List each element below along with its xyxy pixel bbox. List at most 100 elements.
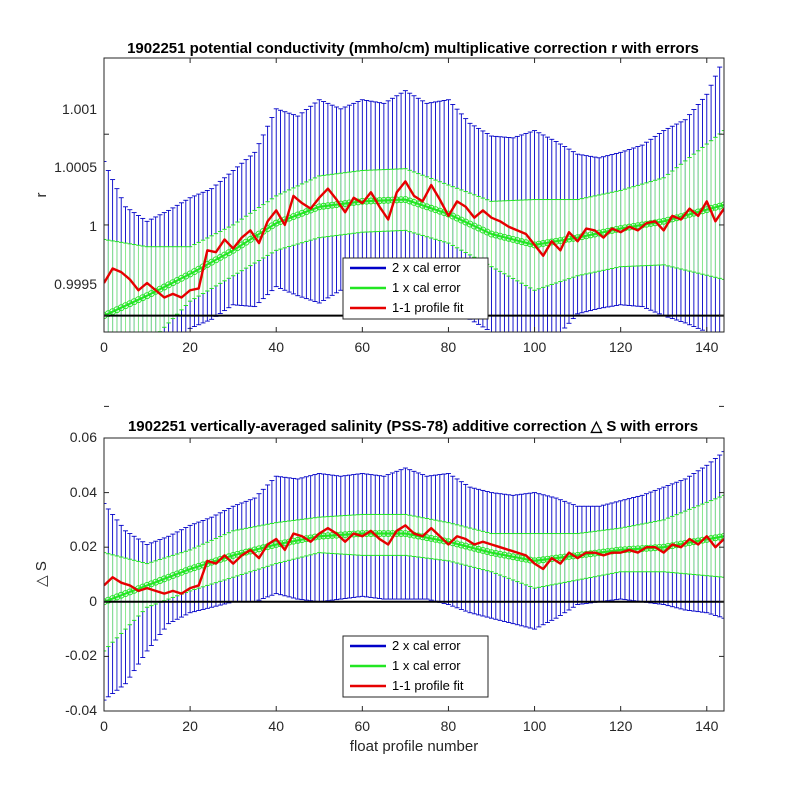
data-point-1x-cal xyxy=(324,532,332,540)
chart-title: 1902251 vertically-averaged salinity (PS… xyxy=(128,418,698,435)
data-point-1x-cal xyxy=(681,539,689,547)
data-point-1x-cal xyxy=(216,556,224,563)
data-point-1x-cal xyxy=(513,237,521,244)
data-point-1x-cal xyxy=(298,209,306,217)
data-point-1x-cal xyxy=(147,290,155,297)
data-point-1x-cal xyxy=(397,530,405,537)
data-point-1x-cal xyxy=(384,530,392,537)
data-point-1x-cal xyxy=(117,591,125,599)
data-point-1x-cal xyxy=(457,216,465,224)
data-point-1x-cal xyxy=(699,536,706,544)
data-point-1x-cal xyxy=(423,203,431,211)
legend-entry: 1-1 profile fit xyxy=(392,678,464,693)
data-point-1x-cal xyxy=(427,204,435,212)
data-point-1x-cal xyxy=(169,279,177,287)
data-point-1x-cal xyxy=(173,277,181,284)
data-point-1x-cal xyxy=(548,238,556,246)
data-point-1x-cal xyxy=(341,200,349,207)
data-point-1x-cal xyxy=(483,228,491,236)
x-tick-label: 80 xyxy=(441,339,457,355)
data-point-1x-cal xyxy=(302,208,310,216)
data-point-1x-cal xyxy=(147,580,155,588)
data-point-1x-cal xyxy=(440,537,448,545)
x-axis: 0 20 40 60 80 100 120 140 xyxy=(100,718,719,734)
plot-clip-group xyxy=(104,451,724,701)
data-point-1x-cal xyxy=(134,296,142,304)
data-point-1x-cal xyxy=(289,213,297,221)
x-tick-label: 20 xyxy=(182,718,198,734)
data-point-1x-cal xyxy=(328,532,336,539)
data-point-1x-cal xyxy=(341,531,349,539)
data-point-1x-cal xyxy=(453,540,461,548)
data-point-1x-cal xyxy=(160,283,168,291)
data-point-1x-cal xyxy=(526,556,534,564)
data-point-1x-cal xyxy=(376,530,384,537)
x-tick-label: 120 xyxy=(609,339,633,355)
x-tick-label: 60 xyxy=(355,718,371,734)
x-tick-label: 20 xyxy=(182,339,198,355)
data-point-1x-cal xyxy=(113,306,121,314)
x-tick-label: 80 xyxy=(441,718,457,734)
data-point-1x-cal xyxy=(178,568,185,576)
data-point-1x-cal xyxy=(367,197,375,205)
data-point-1x-cal xyxy=(380,196,388,204)
legend: 2 x cal error 1 x cal error 1-1 profile … xyxy=(342,635,489,698)
data-point-1x-cal xyxy=(479,226,487,234)
data-point-1x-cal xyxy=(397,196,405,204)
data-point-1x-cal xyxy=(143,292,151,300)
data-point-1x-cal xyxy=(423,534,431,542)
data-point-1x-cal xyxy=(195,562,203,570)
y-tick-label: 1.001 xyxy=(62,101,97,117)
data-point-1x-cal xyxy=(122,590,129,598)
data-point-1x-cal xyxy=(556,237,564,244)
plot-area xyxy=(103,437,724,712)
data-point-1x-cal xyxy=(479,547,487,554)
y-tick-label: 1.0005 xyxy=(54,159,97,175)
data-point-1x-cal xyxy=(720,532,724,540)
data-point-1x-cal xyxy=(475,545,483,553)
y-tick-label: 0.06 xyxy=(70,429,97,445)
data-point-1x-cal xyxy=(126,300,134,308)
legend-entry: 1-1 profile fit xyxy=(392,300,464,315)
data-point-1x-cal xyxy=(608,547,616,555)
data-point-1x-cal xyxy=(720,201,724,209)
data-point-1x-cal xyxy=(182,567,190,575)
panel-conductivity: 1902251 potential conductivity (mmho/cm)… xyxy=(33,40,725,407)
data-point-1x-cal xyxy=(156,285,164,293)
data-point-1x-cal xyxy=(126,588,134,596)
data-point-1x-cal xyxy=(496,550,504,558)
y-tick-label: 0 xyxy=(89,593,97,609)
data-point-1x-cal xyxy=(505,552,513,560)
x-tick-label: 40 xyxy=(268,339,284,355)
data-point-1x-cal xyxy=(384,196,392,204)
data-point-1x-cal xyxy=(475,224,483,232)
data-point-1x-cal xyxy=(436,207,444,215)
data-point-1x-cal xyxy=(363,530,371,537)
data-point-1x-cal xyxy=(470,222,478,230)
data-point-1x-cal xyxy=(104,310,112,318)
data-point-1x-cal xyxy=(320,532,328,540)
data-point-1x-cal xyxy=(414,200,422,208)
y-tick-label: 1 xyxy=(89,218,97,234)
x-axis: 0 20 40 60 80 100 120 140 xyxy=(100,339,719,355)
data-point-1x-cal xyxy=(294,211,302,219)
data-point-1x-cal xyxy=(587,231,594,239)
data-point-1x-cal xyxy=(492,231,500,239)
y-tick-label: -0.02 xyxy=(65,647,97,663)
data-point-1x-cal xyxy=(320,202,328,210)
data-point-1x-cal xyxy=(690,538,698,546)
data-point-1x-cal xyxy=(595,229,603,237)
data-point-1x-cal xyxy=(466,543,474,551)
y-axis: -0.04 -0.02 0 0.02 0.04 0.06 xyxy=(65,429,97,718)
data-point-1x-cal xyxy=(466,220,474,228)
x-tick-label: 140 xyxy=(695,718,719,734)
data-point-1x-cal xyxy=(509,553,517,561)
data-point-1x-cal xyxy=(690,209,698,217)
y-axis: 0.9995 1 1.0005 1.001 xyxy=(54,101,97,292)
data-point-1x-cal xyxy=(401,530,409,537)
data-point-1x-cal xyxy=(492,550,500,557)
data-point-1x-cal xyxy=(165,573,173,581)
data-point-1x-cal xyxy=(513,554,521,562)
